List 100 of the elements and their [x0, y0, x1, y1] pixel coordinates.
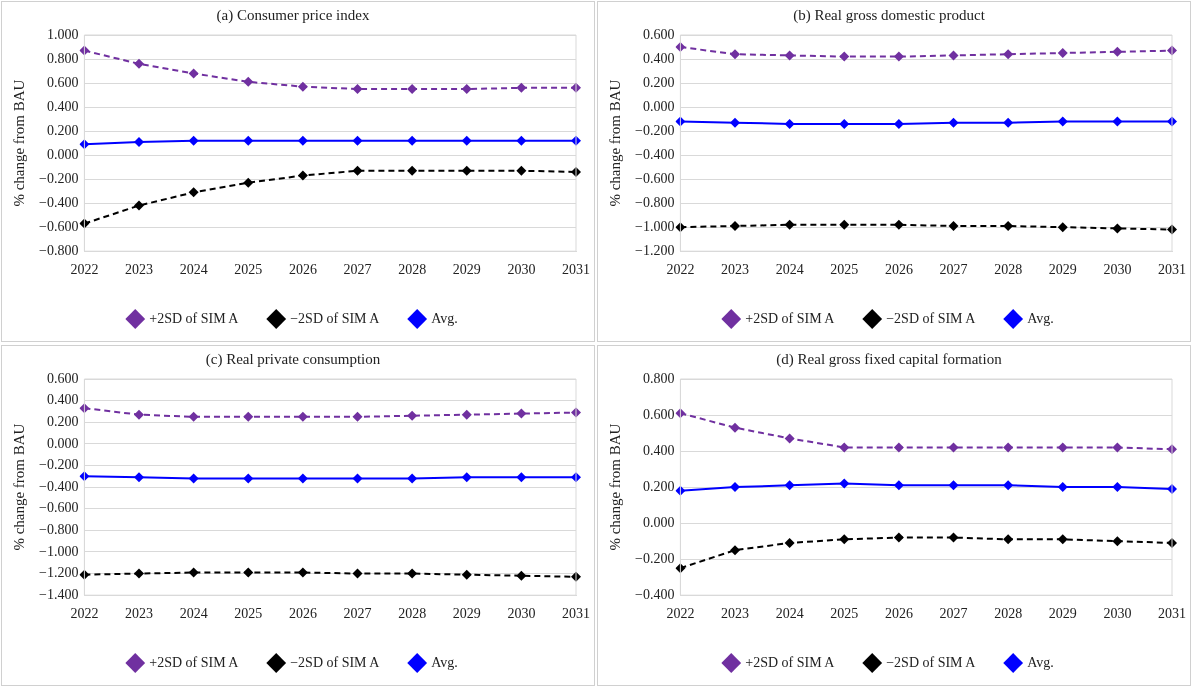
- point: [1003, 117, 1014, 128]
- point: [461, 471, 472, 482]
- point: [839, 533, 850, 544]
- x-tick-label: 2025: [830, 262, 859, 278]
- legend-label: Avg.: [1027, 310, 1054, 326]
- point: [134, 409, 145, 420]
- point: [948, 441, 959, 452]
- point: [243, 76, 254, 87]
- point: [352, 411, 363, 422]
- point: [297, 472, 308, 483]
- x-tick-label: 2025: [234, 262, 263, 278]
- y-tick-label: −0.400: [634, 146, 675, 162]
- point: [1057, 116, 1068, 127]
- point: [784, 50, 795, 61]
- x-tick-label: 2026: [288, 605, 317, 621]
- x-tick-label: 2028: [994, 262, 1023, 278]
- legend-label: Avg.: [1027, 654, 1054, 670]
- y-tick-label: 0.600: [642, 26, 675, 42]
- point: [893, 532, 904, 543]
- point: [134, 200, 145, 211]
- point: [407, 472, 418, 483]
- x-tick-label: 2027: [343, 262, 372, 278]
- y-tick-label: −1.200: [634, 242, 675, 258]
- x-tick-label: 2022: [70, 605, 99, 621]
- point: [243, 472, 254, 483]
- x-tick-label: 2030: [1103, 605, 1132, 621]
- point: [1003, 220, 1014, 231]
- y-tick-label: −0.800: [634, 194, 675, 210]
- x-tick-label: 2029: [1048, 262, 1077, 278]
- y-tick-label: −0.800: [38, 242, 79, 258]
- point: [407, 135, 418, 146]
- point: [134, 136, 145, 147]
- x-tick-label: 2024: [775, 605, 804, 621]
- x-tick-label: 2028: [398, 605, 427, 621]
- y-tick-label: 1.000: [46, 26, 79, 42]
- y-tick-label: −1.200: [38, 564, 79, 580]
- point: [784, 219, 795, 230]
- point: [784, 432, 795, 443]
- x-tick-label: 2029: [1048, 605, 1077, 621]
- y-tick-label: 0.800: [642, 370, 675, 386]
- x-tick-label: 2022: [666, 605, 695, 621]
- y-tick-label: −0.400: [634, 586, 675, 602]
- legend-label: −2SD of SIM A: [886, 310, 977, 326]
- point: [730, 49, 741, 60]
- point: [1003, 441, 1014, 452]
- point: [1112, 441, 1123, 452]
- y-tick-label: 0.400: [642, 442, 675, 458]
- point: [352, 568, 363, 579]
- x-tick-label: 2027: [939, 262, 968, 278]
- point: [784, 118, 795, 129]
- x-tick-label: 2028: [994, 605, 1023, 621]
- point: [893, 441, 904, 452]
- point: [893, 219, 904, 230]
- y-tick-label: 0.000: [46, 435, 79, 451]
- point: [461, 569, 472, 580]
- x-tick-label: 2030: [507, 262, 536, 278]
- point: [1003, 479, 1014, 490]
- point: [948, 532, 959, 543]
- x-tick-label: 2027: [939, 605, 968, 621]
- legend-label: −2SD of SIM A: [886, 654, 977, 670]
- point: [893, 51, 904, 62]
- point: [297, 170, 308, 181]
- point: [188, 567, 199, 577]
- point: [352, 135, 363, 146]
- point: [516, 570, 527, 581]
- chart-title: (a) Consumer price index: [216, 6, 370, 24]
- legend-label: +2SD of SIM A: [149, 310, 240, 326]
- point: [784, 479, 795, 490]
- point: [893, 479, 904, 490]
- y-tick-label: −0.200: [38, 456, 79, 472]
- legend-label: Avg.: [431, 654, 458, 670]
- y-axis-title: % change from BAU: [10, 422, 27, 551]
- y-tick-label: 0.600: [46, 74, 79, 90]
- point: [407, 165, 418, 176]
- chart-title: (b) Real gross domestic product: [793, 6, 986, 24]
- x-tick-label: 2030: [1103, 262, 1132, 278]
- x-tick-label: 2026: [288, 262, 317, 278]
- y-tick-label: 0.200: [642, 74, 675, 90]
- point: [461, 409, 472, 420]
- y-tick-label: −0.200: [634, 122, 675, 138]
- y-tick-label: −0.600: [634, 170, 675, 186]
- legend-label: −2SD of SIM A: [290, 654, 381, 670]
- point: [1057, 222, 1068, 233]
- y-tick-label: −1.400: [38, 586, 79, 602]
- point: [1112, 223, 1123, 234]
- point: [352, 472, 363, 483]
- x-tick-label: 2031: [562, 605, 590, 621]
- point: [948, 220, 959, 231]
- point: [839, 441, 850, 452]
- x-tick-label: 2023: [721, 262, 750, 278]
- y-tick-label: 0.800: [46, 50, 79, 66]
- x-tick-label: 2024: [179, 262, 208, 278]
- legend-label: +2SD of SIM A: [745, 654, 836, 670]
- point: [730, 481, 741, 492]
- point: [407, 410, 418, 421]
- point: [134, 568, 145, 579]
- point: [730, 117, 741, 128]
- y-tick-label: −0.600: [38, 218, 79, 234]
- point: [730, 544, 741, 555]
- x-tick-label: 2029: [452, 605, 481, 621]
